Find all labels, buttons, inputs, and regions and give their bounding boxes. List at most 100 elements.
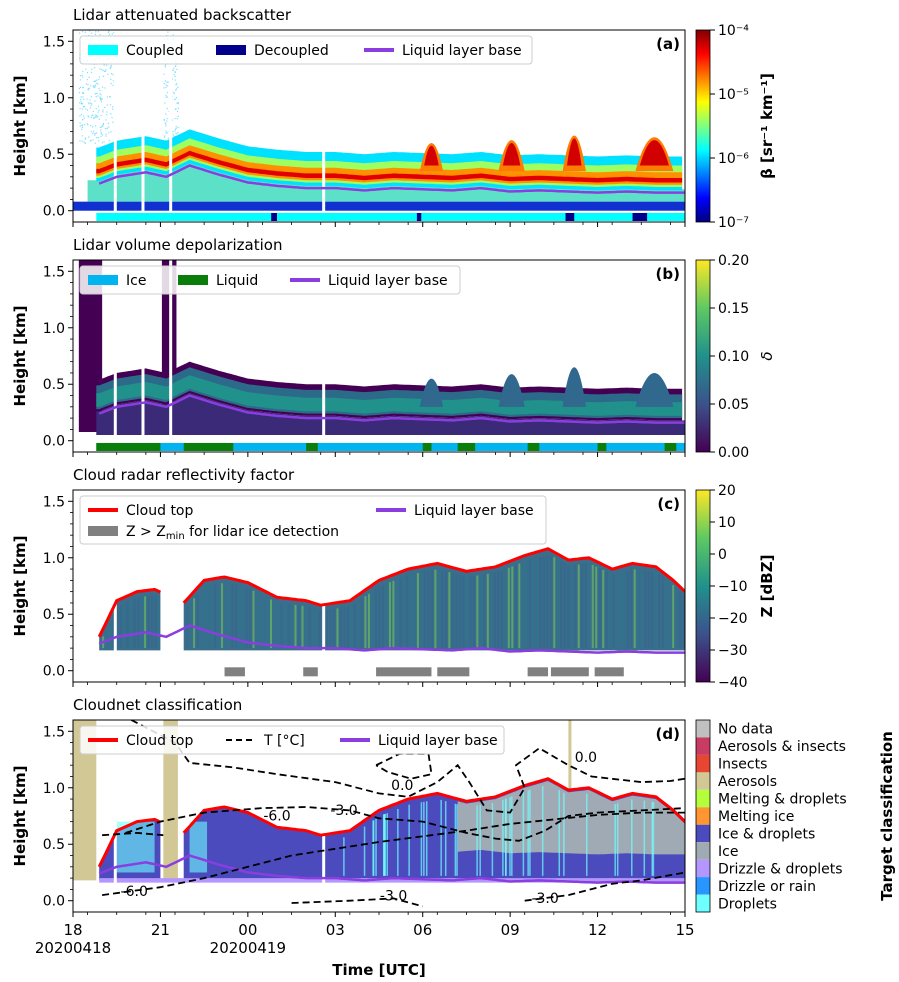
- backscatter-noise: [112, 106, 114, 108]
- reflectivity-streak: [514, 564, 517, 649]
- backscatter-noise: [101, 98, 103, 100]
- backscatter-noise: [79, 86, 82, 89]
- backscatter-noise: [90, 95, 93, 98]
- panel-c-label: (c): [657, 495, 680, 513]
- x-tick-label: 15: [675, 921, 694, 939]
- backscatter-noise: [99, 93, 101, 95]
- depol-cloud-core: [96, 375, 683, 416]
- backscatter-noise: [82, 71, 84, 73]
- backscatter-noise: [172, 133, 174, 135]
- backscatter-noise: [79, 107, 81, 110]
- legend-swatch: [216, 45, 246, 55]
- class-swatch: [696, 789, 710, 808]
- contour-label: 0.0: [391, 778, 413, 794]
- backscatter-noise: [94, 134, 96, 136]
- cloud-top-line: [97, 587, 162, 638]
- backscatter-noise: [92, 86, 95, 88]
- backscatter-noise: [177, 86, 179, 88]
- reflectivity-streak: [259, 594, 262, 649]
- reflectivity-streak: [535, 557, 538, 649]
- backscatter-noise: [95, 116, 97, 118]
- reflectivity-streak: [511, 566, 514, 649]
- backscatter-noise: [101, 142, 103, 144]
- legend-label: Ice: [126, 273, 146, 289]
- zmin-segment: [550, 667, 589, 677]
- reflectivity-streak: [304, 606, 307, 649]
- backscatter-noise: [103, 70, 106, 72]
- backscatter-noise: [82, 76, 84, 78]
- backscatter-noise: [164, 66, 166, 68]
- backscatter-noise: [164, 64, 166, 67]
- backscatter-noise: [81, 31, 84, 33]
- backscatter-noise: [110, 82, 112, 85]
- reflectivity-streak: [616, 573, 619, 649]
- class-droplets-streak: [397, 808, 399, 876]
- panel-a-colorbar-label: β [sr⁻¹ km⁻¹]: [758, 73, 776, 179]
- reflectivity-streak: [242, 586, 245, 649]
- colorbar-tick-label: −40: [718, 675, 748, 691]
- class-label: Aerosols: [718, 774, 777, 790]
- backscatter-noise: [102, 111, 104, 113]
- backscatter-noise: [86, 123, 89, 125]
- y-tick-label: 0.5: [43, 147, 65, 163]
- backscatter-noise: [94, 33, 97, 35]
- decoupled-segment: [416, 212, 422, 221]
- backscatter-noise: [177, 115, 179, 117]
- backscatter-noise: [100, 98, 103, 100]
- backscatter-noise: [96, 132, 98, 134]
- temperature-contour-minus6: [101, 811, 685, 896]
- backscatter-noise: [102, 122, 105, 125]
- liquid-segment: [597, 442, 607, 451]
- y-tick-label: 0.5: [43, 377, 65, 393]
- backscatter-noise: [94, 116, 96, 118]
- class-aerosol-region: [163, 720, 178, 881]
- class-droplets-streak: [563, 792, 565, 876]
- reflectivity-streak: [528, 559, 531, 649]
- reflectivity-streak: [588, 563, 591, 649]
- legend-box: [79, 495, 547, 545]
- backscatter-noise: [176, 83, 178, 85]
- backscatter-noise: [99, 97, 102, 99]
- backscatter-noise: [91, 103, 93, 105]
- backscatter-noise: [109, 104, 112, 106]
- backscatter-noise: [92, 114, 94, 116]
- backscatter-noise: [94, 86, 96, 89]
- reflectivity-streak: [476, 575, 479, 649]
- reflectivity-streak: [595, 566, 598, 649]
- backscatter-noise: [108, 126, 110, 128]
- class-droplets-streak: [363, 826, 366, 876]
- backscatter-noise: [79, 122, 81, 124]
- backscatter-noise: [110, 64, 112, 67]
- reflectivity-streak: [353, 603, 356, 649]
- backscatter-noise: [174, 71, 176, 73]
- backscatter-noise: [80, 96, 82, 98]
- backscatter-noise: [86, 72, 89, 74]
- reflectivity-streak: [228, 583, 231, 649]
- colorbar-tick-label: 0.10: [718, 349, 749, 365]
- backscatter-plume-core: [424, 145, 439, 166]
- backscatter-noise: [80, 101, 82, 103]
- backscatter-plume-core: [566, 138, 582, 166]
- backscatter-noise: [100, 126, 103, 128]
- backscatter-noise: [79, 140, 81, 142]
- reflectivity-streak: [469, 576, 472, 649]
- contour-label: -6.0: [121, 884, 148, 900]
- panel-a-legend: Coupled Decoupled Liquid layer base: [79, 35, 533, 65]
- legend-label: Cloud top: [126, 733, 193, 749]
- temperature-contour-minus3: [524, 871, 685, 902]
- class-swatch: [696, 772, 710, 790]
- backscatter-noise: [173, 91, 175, 94]
- backscatter-noise: [95, 108, 97, 110]
- liquid-segment: [527, 442, 540, 451]
- backscatter-noise: [177, 126, 179, 129]
- backscatter-noise: [84, 142, 86, 144]
- class-droplets-streak: [343, 837, 345, 876]
- colorbar-tick-label: 10⁻⁷: [718, 215, 749, 231]
- backscatter-noise: [98, 87, 100, 90]
- backscatter-noise: [83, 92, 85, 94]
- backscatter-noise: [84, 137, 87, 139]
- y-tick-label: 1.5: [43, 34, 65, 50]
- reflectivity-streak: [325, 610, 328, 649]
- backscatter-noise: [89, 99, 91, 101]
- backscatter-noise: [94, 80, 96, 83]
